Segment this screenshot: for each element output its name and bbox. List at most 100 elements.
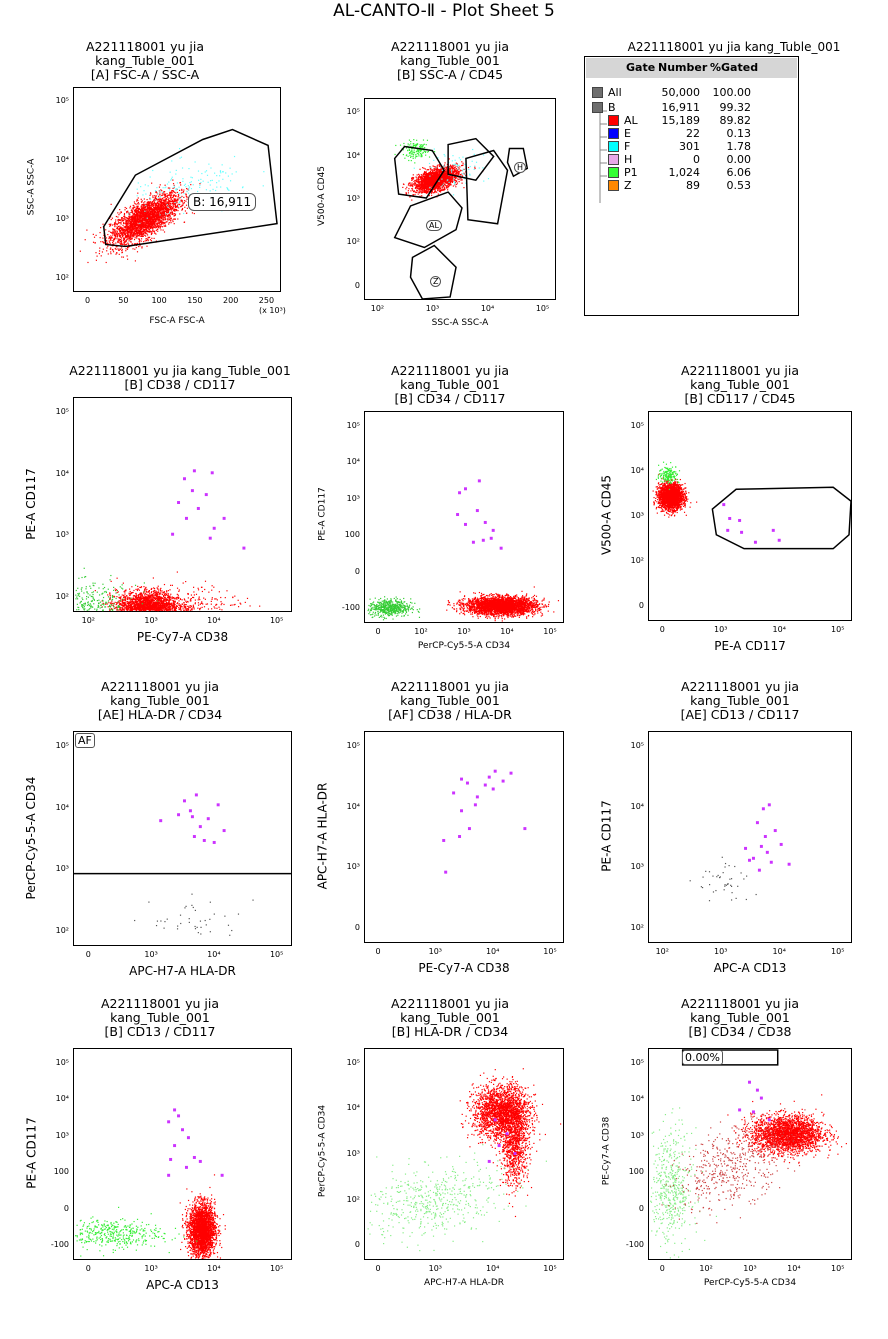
event-dot: [135, 232, 137, 234]
event-dot: [160, 189, 162, 191]
event-dot: [405, 188, 407, 190]
event-dot: [411, 179, 413, 181]
event-dot: [155, 196, 157, 198]
event-dot: [173, 200, 175, 203]
event-dot: [166, 212, 168, 214]
event-dot: [163, 222, 165, 224]
event-dot: [146, 211, 149, 213]
event-dot: [176, 206, 179, 208]
event-dot: [180, 184, 182, 186]
event-dot: [131, 226, 133, 229]
event-dot: [146, 217, 148, 219]
event-dot: [141, 207, 143, 209]
event-dot: [170, 207, 172, 209]
event-dot: [142, 224, 144, 226]
event-dot: [165, 208, 167, 210]
event-dot: [132, 217, 134, 219]
event-dot: [155, 197, 157, 200]
event-dot: [146, 226, 148, 228]
event-dot: [183, 200, 186, 202]
event-dot: [429, 179, 431, 181]
event-dot: [418, 180, 420, 183]
event-dot: [139, 224, 141, 226]
event-dot: [129, 233, 131, 235]
event-dot: [434, 176, 436, 178]
event-dot: [156, 212, 158, 214]
plot-title: A221118001 yu jia kang_Tuble_001 [A] FSC-A…: [0, 40, 290, 82]
event-dot: [163, 201, 165, 203]
event-dot: [154, 218, 156, 220]
event-dot: [120, 223, 122, 225]
event-dot: [172, 192, 174, 194]
event-dot: [160, 202, 162, 204]
event-dot: [426, 191, 428, 194]
event-dot: [186, 196, 188, 198]
event-dot: [172, 189, 174, 192]
event-dot: [142, 216, 145, 218]
event-dot: [144, 205, 146, 207]
event-dot: [152, 219, 154, 221]
event-dot: [183, 212, 185, 215]
event-dot: [119, 243, 122, 245]
event-dot: [420, 191, 422, 193]
event-dot: [152, 228, 154, 230]
event-dot: [155, 220, 157, 222]
event-dot: [139, 240, 141, 242]
event-dot: [414, 187, 416, 189]
event-dot: [116, 230, 118, 232]
event-dot: [120, 237, 123, 239]
event-dot: [414, 186, 417, 188]
event-dot: [421, 182, 424, 184]
event-dot: [410, 183, 412, 185]
event-dot: [429, 187, 431, 190]
event-dot: [431, 173, 433, 175]
event-dot: [439, 170, 441, 172]
event-dot: [133, 207, 135, 209]
event-dot: [167, 215, 169, 218]
event-dot: [136, 188, 138, 190]
event-dot: [148, 231, 151, 233]
event-dot: [152, 215, 154, 218]
event-dot: [426, 174, 429, 176]
event-dot: [156, 192, 158, 194]
event-dot: [139, 216, 141, 218]
event-dot: [436, 191, 438, 193]
event-dot: [162, 218, 164, 220]
plot-title: A221118001 yu jia kang_Tuble_001 [B] SSC-A…: [320, 40, 580, 82]
gate-color-swatch: [608, 154, 619, 165]
event-dot: [437, 187, 439, 189]
event-dot: [146, 222, 148, 224]
event-dot: [135, 224, 137, 226]
event-dot: [135, 231, 137, 233]
event-dot: [181, 201, 184, 203]
event-dot: [140, 235, 142, 238]
event-dot: [98, 250, 101, 252]
event-dot: [425, 181, 427, 184]
event-dot: [412, 184, 414, 187]
event-dot: [139, 208, 142, 211]
event-dot: [154, 210, 156, 213]
event-dot: [155, 225, 157, 227]
event-dot: [110, 253, 112, 255]
event-dot: [117, 216, 119, 218]
event-dot: [460, 179, 462, 181]
event-dot: [439, 182, 441, 184]
event-dot: [425, 183, 427, 185]
event-dot: [130, 235, 132, 237]
event-dot: [418, 179, 420, 181]
event-dot: [177, 198, 179, 201]
event-dot: [131, 226, 133, 228]
event-dot: [437, 164, 439, 166]
event-dot: [425, 179, 427, 181]
event-dot: [457, 170, 460, 173]
event-dot: [157, 214, 159, 217]
plot-area: [364, 98, 556, 300]
event-dot: [443, 186, 445, 188]
event-dot: [170, 179, 172, 181]
event-dot: [84, 239, 86, 241]
event-dot: [185, 195, 187, 197]
event-dot: [166, 210, 168, 212]
event-dot: [169, 203, 171, 205]
event-dot: [446, 169, 448, 171]
event-dot: [138, 203, 140, 205]
